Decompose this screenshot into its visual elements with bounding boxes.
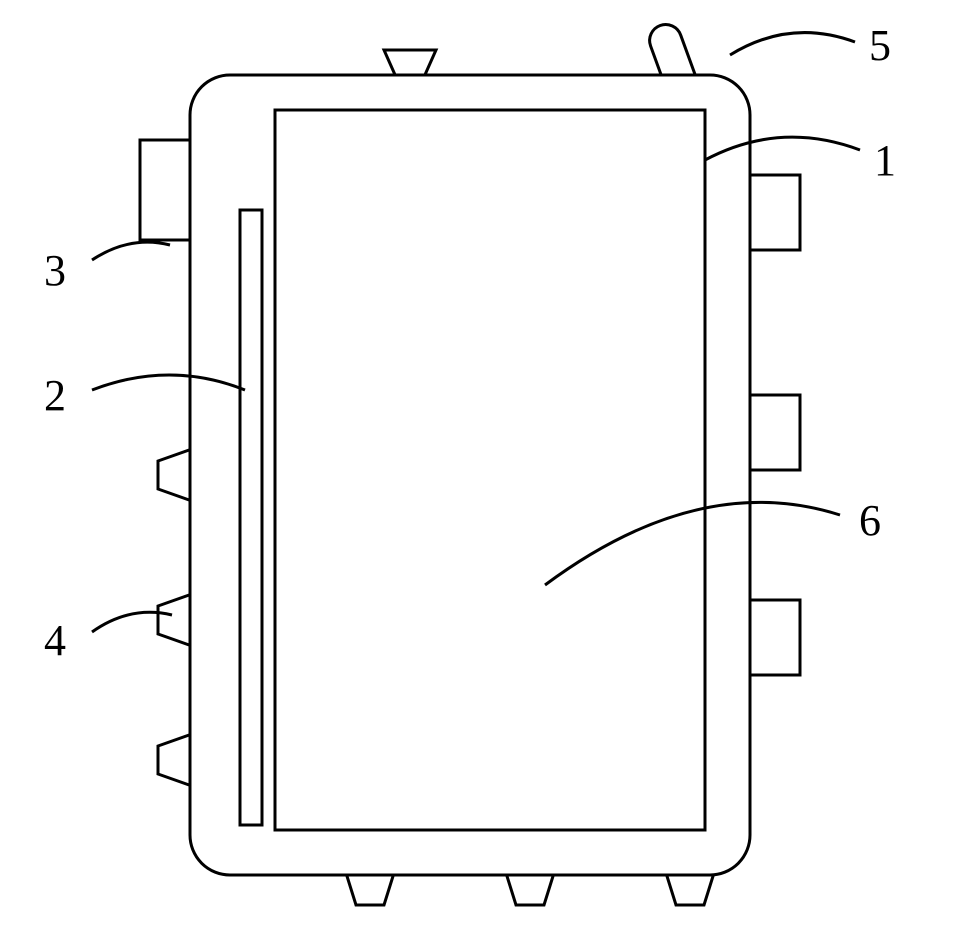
bottom-cone-1: [506, 873, 554, 905]
label-2: 2: [44, 371, 66, 420]
inner-screen: [275, 110, 705, 830]
technical-diagram: 1 2 3 4 5 6: [0, 0, 958, 928]
right-tab-2: [746, 600, 800, 675]
left-top-tab: [140, 140, 194, 240]
label-6: 6: [859, 496, 881, 545]
label-4: 4: [44, 616, 66, 665]
right-tab-1: [746, 395, 800, 470]
label-5: 5: [869, 21, 891, 70]
right-tab-0: [746, 175, 800, 250]
label-1: 1: [874, 136, 896, 185]
bottom-cone-2: [666, 873, 714, 905]
left-bar: [240, 210, 262, 825]
label-3: 3: [44, 246, 66, 295]
bottom-cone-0: [346, 873, 394, 905]
